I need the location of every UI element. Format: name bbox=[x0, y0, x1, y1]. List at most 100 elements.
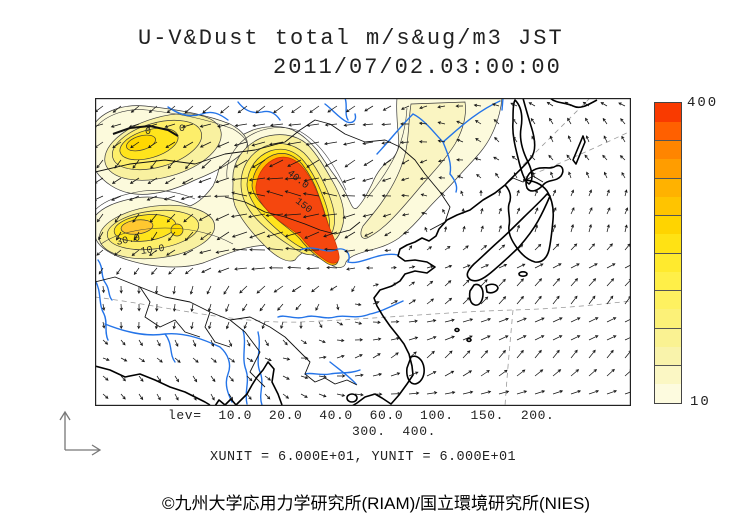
wind-arrow bbox=[239, 285, 248, 294]
wind-arrow bbox=[192, 393, 197, 401]
wind-arrow bbox=[234, 159, 248, 168]
wind-arrow bbox=[619, 155, 626, 161]
colorbar-band bbox=[655, 178, 681, 197]
wind-arrow bbox=[111, 195, 122, 201]
sakhalin-island bbox=[512, 99, 533, 185]
colorbar-band bbox=[655, 384, 681, 403]
wind-arrow bbox=[130, 141, 140, 149]
wind-arrow bbox=[225, 303, 230, 313]
wind-arrow bbox=[120, 339, 126, 346]
wind-arrow bbox=[552, 317, 563, 323]
wind-arrow bbox=[344, 159, 356, 168]
wind-arrow bbox=[534, 349, 542, 359]
wind-arrow bbox=[266, 177, 284, 181]
wind-arrow bbox=[621, 135, 626, 143]
wind-arrow bbox=[102, 375, 109, 381]
wind-arrow bbox=[495, 172, 500, 179]
wind-arrow bbox=[344, 249, 356, 253]
wind-arrow bbox=[552, 390, 564, 395]
wind-arrow bbox=[516, 278, 524, 287]
border-nepal bbox=[139, 286, 201, 338]
wind-arrow bbox=[174, 375, 180, 383]
wind-arrow bbox=[344, 231, 356, 239]
wind-arrow bbox=[493, 119, 500, 125]
wind-arrow bbox=[324, 123, 338, 127]
wind-arrow bbox=[384, 248, 392, 253]
wind-arrow bbox=[286, 141, 302, 146]
wind-arrow bbox=[516, 317, 527, 323]
wind-arrow bbox=[444, 280, 452, 287]
colorbar-tick bbox=[655, 327, 681, 329]
ryukyu-island-b bbox=[466, 337, 472, 343]
wind-arrow bbox=[266, 231, 284, 238]
wind-arrow bbox=[351, 285, 356, 293]
wind-arrow bbox=[534, 390, 546, 395]
wind-arrow bbox=[457, 175, 464, 179]
wind-arrow bbox=[116, 231, 122, 241]
wind-arrow bbox=[390, 352, 399, 359]
wind-arrow bbox=[546, 101, 554, 107]
wind-arrow bbox=[231, 177, 248, 182]
colorbar-band bbox=[655, 140, 681, 160]
wind-arrow bbox=[251, 159, 266, 168]
wind-arrow bbox=[462, 370, 473, 377]
wind-arrow bbox=[184, 231, 194, 242]
wind-arrow bbox=[156, 393, 161, 401]
wind-arrow bbox=[516, 349, 524, 359]
wind-arrow bbox=[419, 177, 428, 181]
wind-arrow bbox=[291, 285, 302, 292]
wind-arrow bbox=[513, 172, 518, 179]
wind-arrow bbox=[480, 245, 487, 251]
wind-arrow bbox=[420, 193, 428, 197]
wind-arrow bbox=[102, 321, 106, 329]
wind-arrow bbox=[225, 321, 230, 330]
wind-arrow bbox=[462, 245, 469, 251]
wind-arrow bbox=[255, 105, 266, 114]
wind-arrow bbox=[304, 231, 320, 239]
balkhash-river-b bbox=[237, 101, 281, 121]
wind-arrow bbox=[437, 139, 446, 143]
wind-arrow bbox=[156, 339, 161, 347]
wind-arrow bbox=[201, 267, 212, 273]
wind-arrow bbox=[606, 263, 616, 269]
wind-arrow bbox=[246, 339, 251, 347]
dust-gobi-core400 bbox=[255, 156, 340, 264]
wind-arrow bbox=[570, 349, 578, 359]
wind-arrow bbox=[318, 375, 327, 379]
wind-arrow bbox=[462, 264, 471, 269]
wind-arrow bbox=[418, 140, 428, 144]
wind-arrow bbox=[381, 194, 392, 198]
wind-arrow bbox=[116, 267, 122, 275]
wind-arrow bbox=[606, 189, 610, 197]
map-panel: 0 0 30.0 10.0 40.0 150 bbox=[95, 98, 631, 406]
colorbar-band bbox=[655, 271, 681, 291]
wind-arrow bbox=[215, 177, 230, 184]
wind-arrow bbox=[444, 226, 448, 233]
wind-arrow bbox=[148, 105, 158, 114]
wind-arrow bbox=[282, 339, 288, 346]
china-coast bbox=[351, 184, 506, 406]
wind-arrow bbox=[132, 213, 140, 223]
wind-arrow bbox=[343, 123, 356, 127]
wind-arrow bbox=[172, 303, 177, 312]
wind-arrow bbox=[444, 390, 456, 395]
wind-arrow bbox=[306, 159, 320, 168]
wind-arrow bbox=[174, 393, 179, 401]
wind-arrow bbox=[342, 141, 356, 146]
wind-arrow bbox=[552, 369, 562, 377]
yangtze-river bbox=[277, 300, 404, 319]
wind-arrow bbox=[498, 369, 508, 377]
wind-arrow bbox=[299, 322, 303, 329]
wind-arrow bbox=[552, 335, 563, 341]
wind-arrow bbox=[168, 267, 176, 275]
wind-arrow bbox=[101, 285, 106, 294]
wind-arrow bbox=[606, 368, 615, 377]
wind-arrow bbox=[586, 171, 590, 179]
wind-arrow bbox=[570, 369, 580, 377]
wind-arrow bbox=[419, 159, 428, 164]
wind-arrow bbox=[137, 303, 141, 312]
wind-arrow bbox=[606, 278, 615, 287]
wind-arrow bbox=[113, 249, 122, 256]
hokkaido-island bbox=[525, 164, 564, 192]
indus-river bbox=[95, 279, 109, 341]
